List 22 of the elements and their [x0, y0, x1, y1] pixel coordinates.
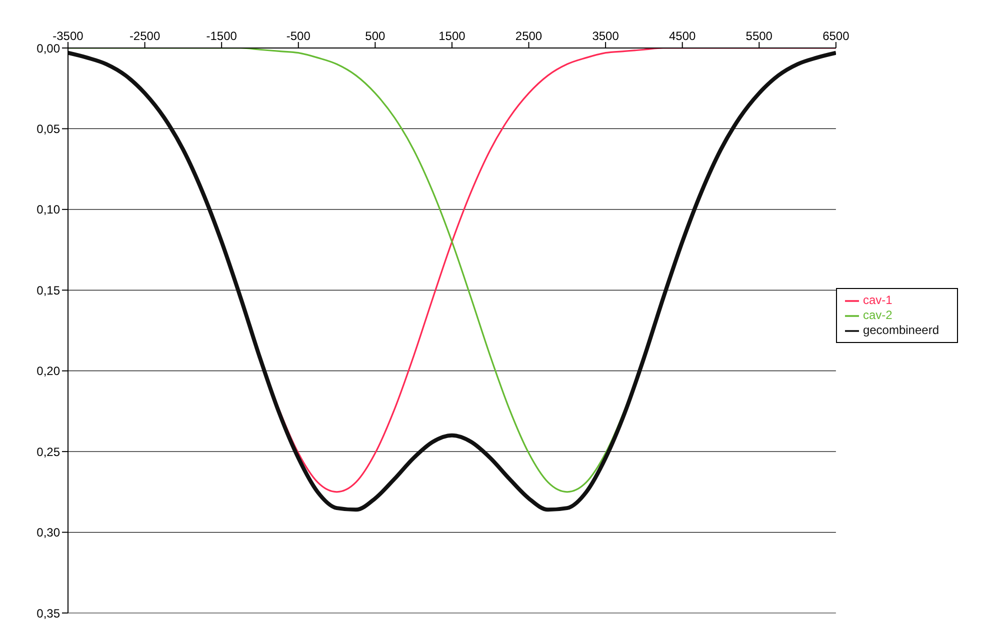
x-tick-label: 3500: [592, 29, 620, 43]
y-tick-label: 0,15: [36, 283, 60, 298]
x-tick-label: -2500: [129, 29, 160, 43]
y-tick-label: 0,25: [36, 444, 60, 459]
x-tick-label: 2500: [515, 29, 542, 43]
legend-label: cav-1: [862, 293, 892, 308]
x-tick-label: -1500: [206, 29, 238, 43]
x-tick-label: 4500: [669, 29, 696, 43]
y-tick-label: 0,20: [36, 364, 60, 378]
legend-label: gecombineerd: [862, 322, 939, 337]
y-tick-label: 0,05: [36, 122, 60, 136]
y-tick-label: 0,30: [36, 526, 60, 540]
x-tick-label: 5500: [746, 29, 773, 43]
y-tick-label: 0,00: [36, 41, 60, 56]
y-tick-label: 0,10: [36, 202, 60, 217]
y-tick-label: 0,35: [36, 606, 60, 620]
x-tick-label: -500: [286, 29, 311, 43]
x-tick-label: 6500: [822, 29, 850, 43]
x-tick-label: 1500: [438, 29, 466, 43]
x-tick-label: -3500: [52, 29, 84, 43]
x-tick-label: 500: [365, 29, 386, 43]
legend-label: cav-2: [862, 308, 892, 322]
